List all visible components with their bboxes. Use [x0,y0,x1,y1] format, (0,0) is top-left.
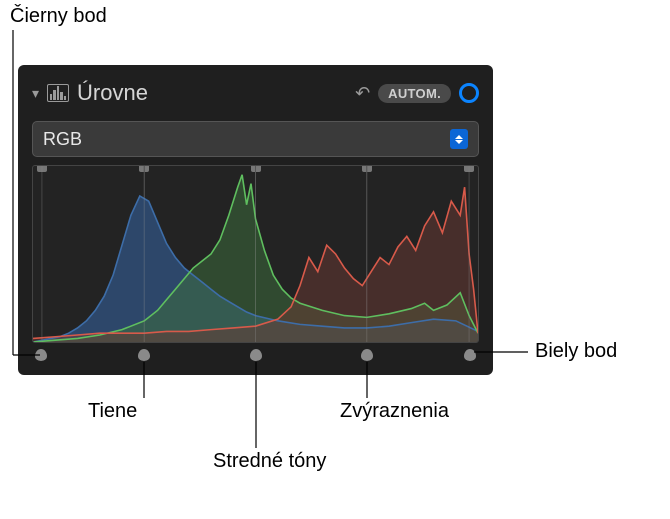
histogram-svg [33,166,478,342]
label-black-point: Čierny bod [10,5,107,28]
channel-dropdown-value: RGB [43,129,82,150]
shadows-handle[interactable] [138,349,150,361]
auto-button[interactable]: AUTOM. [378,84,451,103]
dropdown-stepper-icon [450,129,468,149]
white-point-handle[interactable] [464,349,476,361]
enable-ring-icon[interactable] [459,83,479,103]
label-highlights: Zvýraznenia [340,400,449,423]
label-white-point: Biely bod [535,340,617,363]
levels-slider-track[interactable] [32,347,479,369]
black-point-handle[interactable] [35,349,47,361]
midtones-handle[interactable] [250,349,262,361]
panel-title: Úrovne [77,80,347,106]
histogram [32,165,479,343]
channel-dropdown[interactable]: RGB [32,121,479,157]
levels-icon [47,84,69,102]
highlights-handle[interactable] [361,349,373,361]
reset-icon[interactable]: ↶ [355,83,370,104]
levels-panel: ▾ Úrovne ↶ AUTOM. RGB [18,65,493,375]
panel-header: ▾ Úrovne ↶ AUTOM. [32,75,479,111]
disclosure-chevron-icon[interactable]: ▾ [32,85,39,102]
label-midtones: Stredné tóny [213,450,326,473]
label-shadows: Tiene [88,400,137,423]
